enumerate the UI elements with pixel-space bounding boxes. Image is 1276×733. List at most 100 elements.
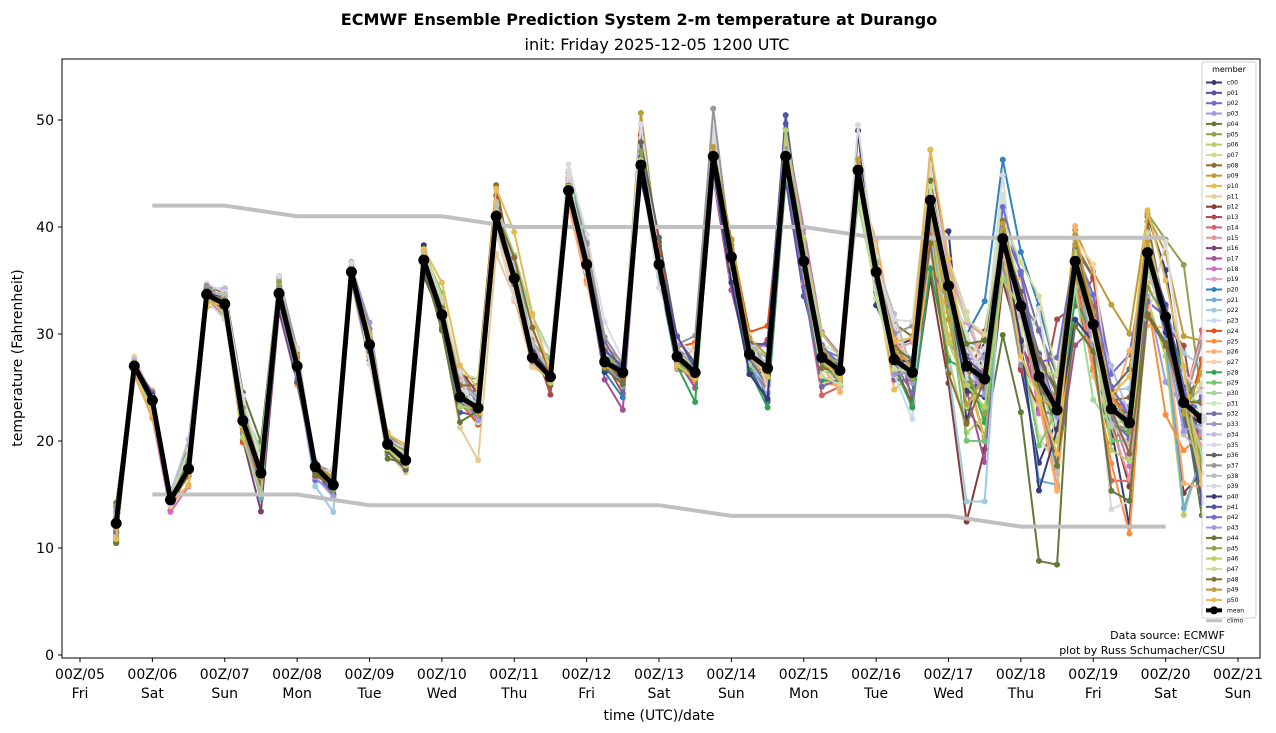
member-point xyxy=(1180,342,1187,349)
legend-label: p26 xyxy=(1227,349,1239,356)
legend-entry-p02: p02 xyxy=(1206,100,1239,107)
mean-point xyxy=(762,362,774,374)
x-tick-label: 00Z/08 xyxy=(272,667,322,683)
member-point xyxy=(764,395,771,402)
member-point xyxy=(456,424,463,431)
legend-entry-p12: p12 xyxy=(1206,204,1239,211)
member-point xyxy=(1162,277,1169,284)
member-point xyxy=(1126,373,1133,380)
legend-marker xyxy=(1211,318,1217,324)
legend-entry-p31: p31 xyxy=(1206,400,1239,407)
x-tick-label: 00Z/13 xyxy=(634,667,684,683)
member-point xyxy=(475,417,482,424)
member-line xyxy=(115,150,1203,525)
member-point xyxy=(456,419,463,426)
legend-marker xyxy=(1211,224,1217,230)
legend-entry-p50: p50 xyxy=(1206,597,1239,604)
mean-point xyxy=(436,309,448,321)
member-point xyxy=(981,498,988,505)
legend-entry-p06: p06 xyxy=(1206,142,1239,149)
member-point xyxy=(909,390,916,397)
mean-point xyxy=(1123,417,1135,429)
legend-marker xyxy=(1211,359,1217,365)
member-point xyxy=(366,319,373,326)
legend-marker xyxy=(1211,473,1217,479)
mean-point xyxy=(617,367,629,379)
legend-marker xyxy=(1211,380,1217,386)
member-point xyxy=(1180,363,1187,370)
mean-point xyxy=(183,463,195,475)
legend-label: p21 xyxy=(1227,297,1239,304)
mean-line xyxy=(113,153,1204,524)
legend-marker xyxy=(1211,307,1217,313)
member-point xyxy=(999,220,1006,227)
member-point xyxy=(927,265,934,272)
member-point xyxy=(836,374,843,381)
x-tick-label: 00Z/16 xyxy=(851,667,901,683)
legend-marker xyxy=(1211,494,1217,499)
member-point xyxy=(891,371,898,378)
chart-subtitle: init: Friday 2025-12-05 1200 UTC xyxy=(525,35,790,54)
legend-marker xyxy=(1211,338,1217,344)
legend-label: p49 xyxy=(1227,587,1239,594)
mean-point xyxy=(852,164,864,176)
legend-label: p33 xyxy=(1227,421,1239,428)
mean-point xyxy=(671,350,683,362)
x-tick-dow: Fri xyxy=(72,686,89,702)
member-point xyxy=(1072,322,1079,329)
mean-point xyxy=(924,194,936,206)
member-point xyxy=(601,376,608,383)
legend-label: p28 xyxy=(1227,369,1239,376)
legend-marker xyxy=(1211,131,1217,137)
member-point xyxy=(312,483,319,490)
mean-point xyxy=(454,391,466,403)
x-tick-dow: Tue xyxy=(863,686,888,702)
x-tick-dow: Sun xyxy=(1225,686,1252,702)
member-point xyxy=(873,295,880,302)
mean-point xyxy=(201,288,213,300)
legend-label: p24 xyxy=(1227,328,1239,335)
member-point xyxy=(782,127,789,134)
legend-entry-p47: p47 xyxy=(1206,566,1239,573)
mean-point xyxy=(526,352,538,364)
y-tick-label: 10 xyxy=(36,541,54,557)
x-tick-label: 00Z/09 xyxy=(345,667,395,683)
member-point xyxy=(637,139,644,146)
y-tick-label: 0 xyxy=(45,648,54,664)
x-tick-label: 00Z/14 xyxy=(706,667,756,683)
legend-label: p01 xyxy=(1227,90,1239,97)
mean-point xyxy=(581,258,593,270)
x-tick-label: 00Z/18 xyxy=(996,667,1046,683)
member-point xyxy=(1054,561,1061,568)
legend-marker xyxy=(1211,369,1217,375)
member-point xyxy=(1017,353,1024,360)
member-point xyxy=(1180,480,1187,487)
legend-marker xyxy=(1211,193,1217,199)
member-point xyxy=(963,340,970,347)
member-point xyxy=(945,339,952,346)
x-tick-dow: Sun xyxy=(211,686,238,702)
legend-entry-p01: p01 xyxy=(1206,90,1239,97)
member-point xyxy=(1126,428,1133,435)
mean-point xyxy=(725,251,737,263)
mean-point xyxy=(382,438,394,450)
legend-marker xyxy=(1211,100,1217,106)
member-point xyxy=(1126,330,1133,337)
legend-marker xyxy=(1210,606,1218,615)
legend-entry-p39: p39 xyxy=(1206,483,1239,490)
member-point xyxy=(601,318,608,325)
legend-entry-p25: p25 xyxy=(1206,338,1239,345)
legend-marker xyxy=(1211,173,1217,179)
legend-label: p05 xyxy=(1227,131,1239,138)
member-point xyxy=(203,282,210,289)
member-point xyxy=(456,368,463,375)
legend-marker xyxy=(1211,276,1217,282)
legend-marker xyxy=(1211,162,1217,168)
mean-point xyxy=(1105,403,1117,415)
x-tick-label: 00Z/11 xyxy=(489,667,539,683)
x-tick-dow: Tue xyxy=(357,686,382,702)
mean-point xyxy=(707,150,719,162)
member-point xyxy=(1162,238,1169,245)
mean-point xyxy=(653,258,665,270)
mean-point xyxy=(544,371,556,383)
